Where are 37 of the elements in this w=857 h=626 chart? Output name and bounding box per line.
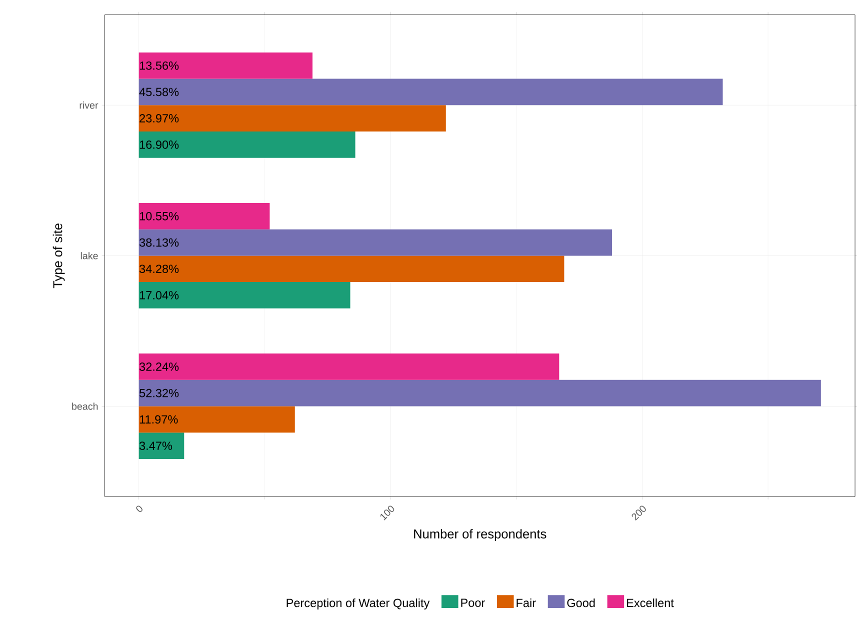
legend-label: Good bbox=[567, 598, 595, 608]
y-tick-label: lake bbox=[80, 252, 98, 260]
x-axis-title: Number of respondents bbox=[414, 529, 546, 542]
bar bbox=[138, 354, 560, 380]
legend-label: Poor bbox=[461, 598, 485, 607]
x-tick-label: 200 bbox=[632, 506, 646, 521]
bar bbox=[138, 432, 184, 459]
annotation: 23.97% bbox=[140, 114, 179, 123]
bar bbox=[138, 78, 723, 106]
annotation: 13.56% bbox=[140, 61, 179, 70]
y-tick-label: beach bbox=[72, 402, 98, 410]
bar bbox=[138, 203, 270, 230]
annotation: 11.97% bbox=[140, 415, 178, 424]
bar bbox=[138, 380, 821, 406]
bar bbox=[138, 256, 564, 282]
bar bbox=[138, 52, 312, 79]
annotation: 17.04% bbox=[140, 291, 179, 300]
legend-label: Excellent bbox=[627, 598, 674, 608]
y-axis-title: Type of site bbox=[52, 224, 65, 288]
y-tick-label: river bbox=[80, 102, 98, 109]
bar bbox=[138, 105, 446, 132]
annotation: 32.24% bbox=[139, 362, 179, 371]
annotation: 34.28% bbox=[139, 264, 179, 274]
x-tick-label: 0 bbox=[136, 506, 142, 512]
annotation: 38.13% bbox=[139, 238, 179, 247]
legend-label: Fair bbox=[516, 598, 536, 608]
bar bbox=[138, 282, 350, 308]
annotation: 16.90% bbox=[140, 140, 179, 149]
bar bbox=[138, 406, 295, 433]
bar bbox=[138, 132, 356, 158]
bar bbox=[138, 229, 612, 256]
x-tick-label: 100 bbox=[380, 506, 394, 520]
annotation: 45.58% bbox=[139, 88, 179, 96]
annotation: 52.32% bbox=[140, 388, 179, 398]
legend-title: Perception of Water Quality bbox=[286, 598, 430, 610]
annotation: 10.55% bbox=[140, 212, 179, 220]
annotation: 3.47% bbox=[139, 442, 172, 450]
